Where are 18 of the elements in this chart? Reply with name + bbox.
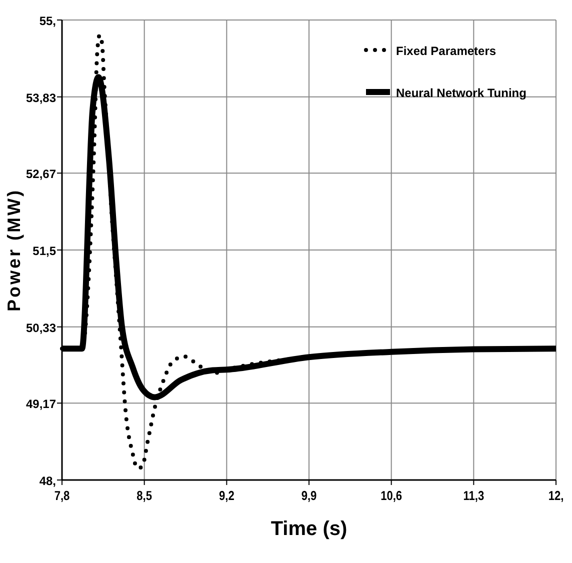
- x-tick-label: 10,6: [380, 488, 402, 504]
- legend-label: Fixed Parameters: [396, 44, 496, 58]
- y-axis-title: Power (MW): [4, 188, 24, 312]
- x-tick-label: 9,9: [301, 488, 317, 504]
- y-tick-label: 49,17: [26, 397, 56, 412]
- legend-label: Neural Network Tuning: [396, 86, 526, 100]
- y-tick-label: 55,: [39, 14, 56, 28]
- y-tick-label: 50,33: [26, 320, 56, 335]
- x-axis-title: Time (s): [270, 518, 348, 540]
- y-tick-label: 53,83: [26, 90, 56, 105]
- y-tick-label: 48,: [39, 474, 56, 488]
- x-tick-label: 9,2: [218, 488, 235, 504]
- y-tick-label: 52,67: [26, 167, 56, 182]
- y-tick-label: 51,5: [32, 244, 56, 258]
- x-tick-label: 11,3: [463, 488, 484, 504]
- x-tick-label: 8,5: [136, 488, 152, 504]
- x-tick-label: 7,8: [54, 488, 70, 504]
- x-tick-label: 12,: [548, 488, 564, 504]
